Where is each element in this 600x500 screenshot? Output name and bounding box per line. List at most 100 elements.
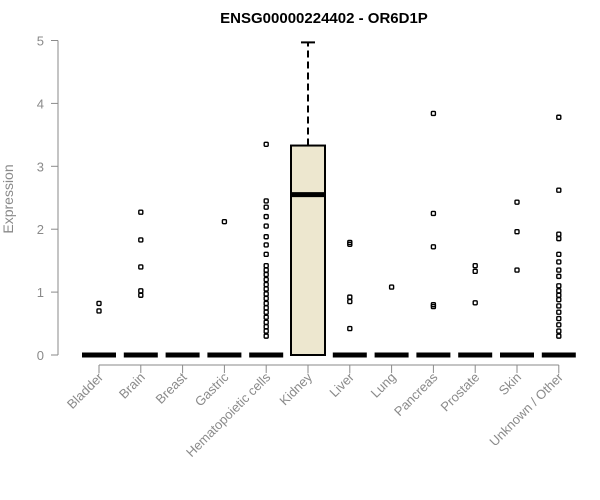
outlier-point [96, 300, 102, 307]
outlier-point [472, 262, 478, 269]
chart-title: ENSG00000224402 - OR6D1P [220, 10, 428, 27]
y-tick-label: 0 [37, 348, 44, 363]
outlier-point [556, 235, 562, 242]
outlier-point [430, 210, 437, 217]
outlier-point [263, 141, 269, 147]
outlier-point [347, 294, 353, 300]
outlier-point [556, 296, 562, 303]
outlier-point [263, 242, 269, 248]
outlier-point [472, 300, 478, 306]
outlier-point [221, 218, 228, 225]
outlier-point [263, 281, 269, 288]
outlier-point [263, 291, 269, 297]
x-tick-label: Unknown / Other [486, 369, 566, 449]
box-4 [207, 218, 242, 358]
box-11 [500, 199, 534, 358]
outlier-point [138, 237, 144, 243]
outlier-point [556, 267, 562, 273]
outlier-point [430, 244, 437, 250]
outlier-point [556, 303, 562, 309]
x-tick-label: Prostate [437, 370, 482, 415]
outlier-point [263, 198, 269, 204]
x-tick-label: Liver [326, 369, 357, 400]
outlier-point [556, 292, 562, 298]
outlier-point [263, 328, 269, 334]
box-10 [458, 262, 493, 358]
outlier-point [263, 223, 269, 229]
outlier-point [263, 314, 269, 320]
outlier-point [347, 298, 353, 305]
outlier-point [138, 292, 144, 298]
outlier-point [263, 267, 269, 273]
outlier-point [472, 268, 478, 275]
x-tick-label: Bladder [64, 369, 107, 412]
y-tick-label: 4 [37, 96, 44, 111]
outlier-point [556, 322, 562, 328]
outlier-point [263, 262, 269, 269]
outlier-point [556, 259, 562, 265]
outlier-point [263, 251, 269, 258]
outlier-point [556, 273, 562, 280]
outlier-point [263, 305, 269, 311]
box-6 [290, 41, 326, 356]
box-12 [541, 114, 576, 358]
x-tick-label: Pancreas [391, 369, 441, 419]
outlier-point [138, 209, 144, 215]
outlier-point [263, 286, 269, 292]
outlier-point [263, 271, 269, 278]
outlier-point [556, 315, 562, 322]
outlier-point [514, 229, 520, 235]
outlier-point [96, 308, 102, 314]
outlier-point [556, 114, 562, 120]
outlier-point [430, 110, 437, 117]
outlier-point [263, 295, 269, 302]
outlier-point [263, 204, 269, 210]
outlier-point [556, 333, 562, 339]
outlier-point [556, 288, 562, 294]
x-tick-label: Brain [116, 370, 148, 402]
x-tick-label: Breast [153, 369, 190, 406]
outlier-point [514, 267, 520, 273]
box-2 [123, 209, 158, 358]
outlier-point [138, 288, 144, 294]
box-8 [374, 284, 409, 358]
y-tick-label: 5 [37, 34, 44, 49]
y-tick-label: 2 [37, 222, 44, 237]
outlier-point [556, 187, 562, 193]
outlier-point [347, 325, 353, 332]
outlier-point [556, 251, 562, 258]
outlier-point [263, 333, 269, 339]
y-tick-label: 1 [37, 285, 44, 300]
y-axis: 0 1 2 3 4 5 [37, 34, 59, 363]
outlier-point [347, 239, 353, 246]
outlier-point [138, 264, 144, 270]
y-axis-title: Expression [0, 164, 16, 233]
x-tick-label: Lung [368, 370, 399, 401]
outlier-point [514, 199, 520, 205]
outlier-point [556, 309, 562, 315]
box-7 [332, 239, 367, 358]
box-iqr [290, 144, 326, 356]
y-tick-label: 3 [37, 159, 44, 174]
x-tick-label: Kidney [276, 369, 315, 408]
outlier-point [263, 319, 269, 325]
outlier-point [556, 231, 562, 237]
outlier-point [263, 276, 269, 283]
outlier-point [556, 283, 562, 289]
outlier-point [556, 328, 562, 334]
outlier-point [263, 234, 269, 240]
box-1 [82, 300, 116, 358]
outlier-point [263, 213, 269, 220]
x-tick-label: Skin [496, 370, 524, 398]
boxes-group [82, 41, 576, 358]
box-9 [416, 110, 451, 358]
x-tick-label: Gastric [192, 369, 232, 409]
box-5 [249, 141, 284, 358]
outlier-point [263, 323, 269, 330]
outlier-point [263, 300, 269, 307]
outlier-point [430, 301, 437, 308]
outlier-point [263, 309, 269, 315]
outlier-point [388, 284, 395, 290]
